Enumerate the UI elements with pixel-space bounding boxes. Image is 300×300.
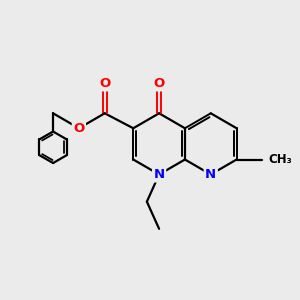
Text: N: N (154, 168, 165, 181)
Text: CH₃: CH₃ (268, 153, 292, 166)
Text: N: N (205, 168, 216, 181)
Text: O: O (73, 122, 85, 135)
Text: O: O (99, 77, 110, 90)
Text: O: O (154, 77, 165, 90)
